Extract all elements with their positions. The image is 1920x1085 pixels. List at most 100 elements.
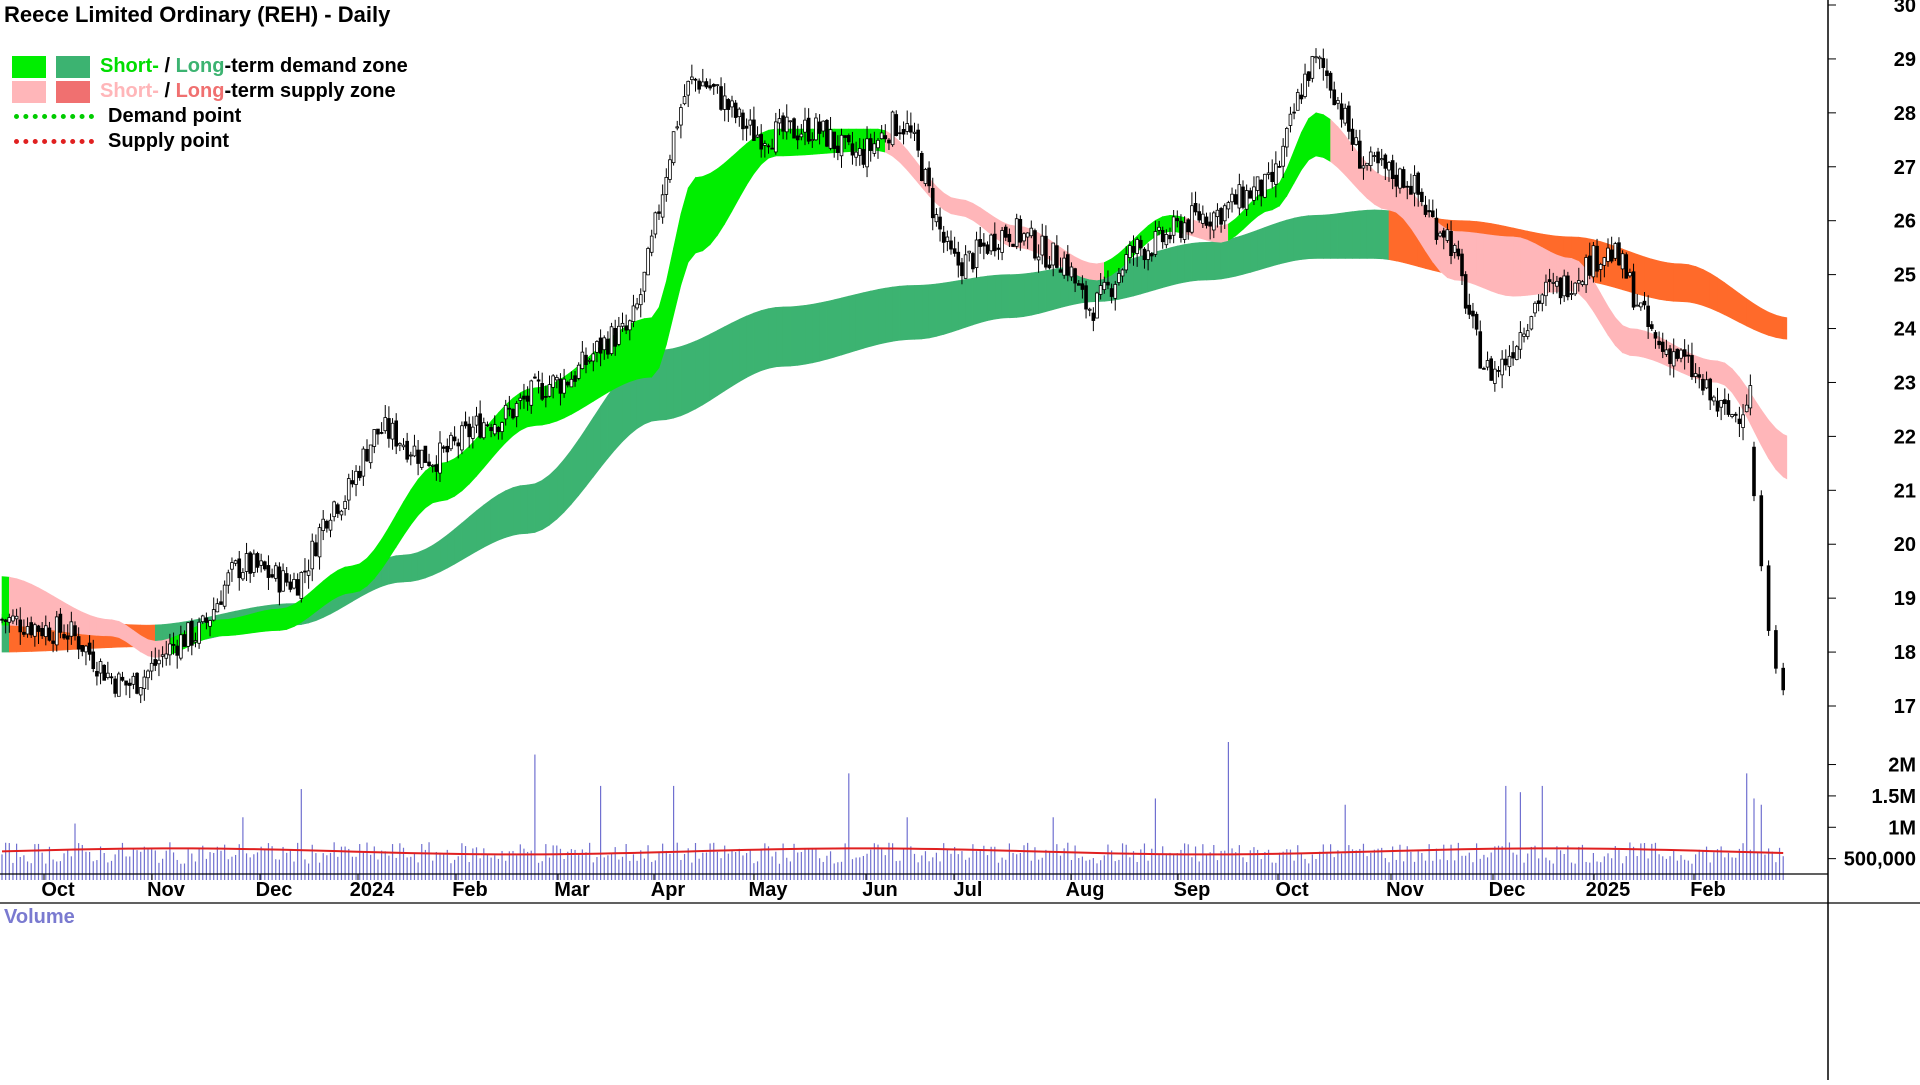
candle-body <box>956 251 961 266</box>
candle-body <box>1401 169 1406 188</box>
candle-body <box>1168 234 1172 240</box>
long-term-zone-segment <box>1381 209 1390 260</box>
candle-body <box>1197 211 1202 221</box>
short-term-zone-segment <box>943 192 952 215</box>
x-tick-label: Sep <box>1174 879 1211 901</box>
x-tick-label: Mar <box>554 879 590 901</box>
long-term-zone-segment <box>425 544 434 579</box>
candle-body <box>1208 221 1212 227</box>
volume-tick-label: 1M <box>1888 817 1916 839</box>
candle-body <box>1066 254 1070 276</box>
long-term-zone-segment <box>541 474 550 531</box>
candle-body <box>832 131 836 149</box>
candle-body <box>1182 222 1187 240</box>
candle-body <box>657 211 661 214</box>
candle-body <box>1445 229 1450 241</box>
candle-body <box>1423 204 1428 215</box>
short-term-zone-segment <box>1717 360 1726 386</box>
candle-body <box>153 659 158 666</box>
long-term-zone-segment <box>987 274 996 322</box>
candle-body <box>1157 226 1161 231</box>
candle-body <box>558 378 563 394</box>
candle-body <box>711 84 716 87</box>
short-term-zone-segment <box>1527 239 1536 296</box>
long-term-zone-segment <box>979 275 988 324</box>
candle-body <box>211 609 216 621</box>
candle-body <box>945 236 950 242</box>
price-tick-label: 24 <box>1894 319 1917 341</box>
short-term-zone-segment <box>461 445 470 492</box>
long-term-zone-segment <box>1761 307 1769 336</box>
candle-body <box>1759 495 1764 567</box>
long-term-zone-segment <box>1155 249 1163 291</box>
candle-body <box>1723 399 1727 405</box>
short-term-zone-segment <box>1768 419 1777 471</box>
candle-body <box>1131 246 1136 253</box>
candle-body <box>171 644 176 646</box>
long-term-zone-segment <box>1235 234 1244 277</box>
legend-supply-long: Long <box>175 80 225 102</box>
short-term-zone-segment <box>111 619 120 638</box>
short-term-zone-segment <box>242 613 251 635</box>
candle-body <box>602 337 607 351</box>
candle-layer <box>0 48 1786 704</box>
long-term-zone-segment <box>1162 247 1171 288</box>
candle-body <box>1606 247 1610 262</box>
short-term-zone-segment <box>1381 175 1390 211</box>
x-tick-label: 2024 <box>350 879 395 901</box>
candle-body <box>660 194 665 218</box>
volume-label: Volume <box>4 906 75 928</box>
candle-body <box>671 131 676 164</box>
candle-body <box>810 139 815 141</box>
short-term-zone-segment <box>1607 305 1616 347</box>
candle-body <box>1584 257 1588 286</box>
short-term-zone-segment <box>717 162 726 237</box>
long-term-zone-segment <box>1198 241 1207 281</box>
candle-body <box>857 148 862 156</box>
candle-body <box>419 449 424 468</box>
candle-body <box>33 624 37 637</box>
x-tick-label: Jun <box>862 879 898 901</box>
candle-body <box>1653 332 1658 339</box>
price-tick-label: 20 <box>1894 534 1916 556</box>
candle-body <box>1383 154 1388 169</box>
short-term-zone-segment <box>235 615 244 636</box>
price-tick-label: 19 <box>1894 588 1916 610</box>
candle-body <box>1109 288 1114 297</box>
candle-body <box>1452 244 1457 253</box>
candle-body <box>642 271 647 292</box>
candle-body <box>719 86 723 110</box>
candle-body <box>631 305 636 322</box>
short-term-zone-segment <box>352 563 361 594</box>
legend-supply-rest: -term supply zone <box>224 80 396 102</box>
candle-body <box>1650 324 1654 329</box>
candle-body <box>635 303 639 309</box>
candle-body <box>1697 374 1702 378</box>
candle-body <box>441 446 446 449</box>
long-term-zone-segment <box>490 494 499 545</box>
candle-body <box>131 675 136 685</box>
candle-body <box>1573 282 1577 295</box>
long-term-zone-segment <box>1001 274 1010 319</box>
x-tick-label: Jul <box>954 879 983 901</box>
long-supply-swatch <box>56 80 90 103</box>
candle-body <box>1449 230 1453 257</box>
candle-body <box>416 449 420 464</box>
short-term-zone-segment <box>1323 114 1331 163</box>
short-term-zone-segment <box>1600 292 1609 337</box>
short-term-zone-segment <box>388 513 397 560</box>
long-term-zone-segment <box>914 284 923 340</box>
candle-body <box>142 676 147 690</box>
candle-body <box>788 120 793 123</box>
candle-body <box>1580 281 1585 285</box>
candle-body <box>825 119 829 147</box>
short-term-zone-segment <box>1374 170 1382 209</box>
short-term-zone-segment <box>425 464 434 509</box>
candle-body <box>222 584 227 607</box>
short-term-zone-segment <box>1731 367 1740 405</box>
candle-body <box>1036 256 1041 261</box>
long-term-zone-segment <box>1009 274 1018 319</box>
price-tick-label: 25 <box>1894 265 1916 287</box>
candle-body <box>686 80 690 96</box>
candle-body <box>368 444 373 464</box>
